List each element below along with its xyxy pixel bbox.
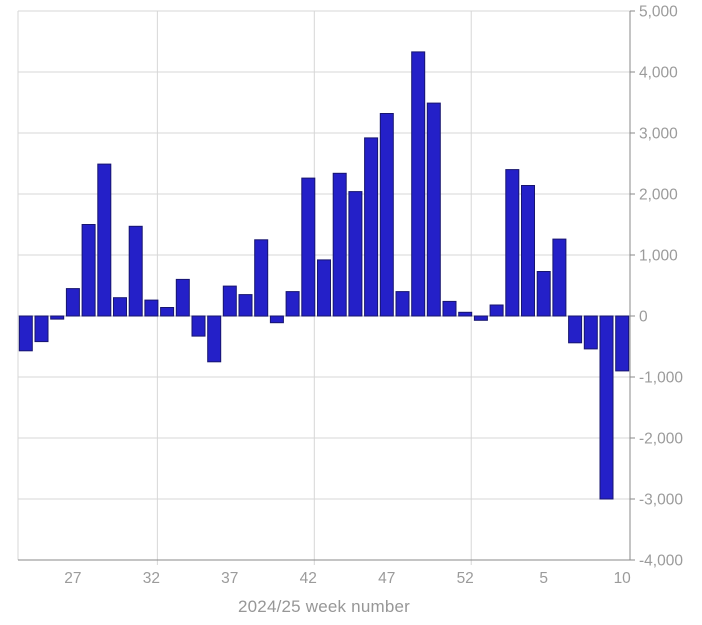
x-tick-label-47: 47 (378, 570, 395, 587)
bar-week-49 (411, 51, 426, 317)
y-tick-label--3000: -3,000 (639, 492, 683, 509)
bar-week-28 (81, 224, 96, 317)
y-tick-label-5000: 5,000 (639, 4, 678, 21)
bar-week-40 (269, 315, 284, 324)
x-tick-label-32: 32 (143, 570, 160, 587)
bar-week-33 (160, 307, 175, 317)
x-tick-label-27: 27 (64, 570, 81, 587)
bar-week-26 (50, 315, 65, 320)
x-tick-label-52: 52 (457, 570, 474, 587)
bar-week-29 (97, 163, 112, 317)
bar-week-27 (65, 288, 80, 317)
bar-week-42 (301, 177, 316, 317)
bar-week-2 (489, 304, 504, 317)
bar-week-9 (599, 315, 614, 500)
bar-week-6 (552, 238, 567, 317)
bar-week-8 (583, 315, 598, 350)
y-tick-label-2000: 2,000 (639, 187, 678, 204)
bar-week-3 (505, 169, 520, 317)
bar-week-38 (238, 294, 253, 317)
bar-week-46 (364, 137, 379, 317)
bar-week-45 (348, 191, 363, 317)
x-tick-label-42: 42 (300, 570, 317, 587)
bar-week-50 (426, 102, 441, 317)
bar-week-41 (285, 291, 300, 317)
bar-week-52 (458, 311, 473, 317)
bar-week-44 (332, 172, 347, 317)
bar-week-47 (379, 113, 394, 317)
x-tick-label-5: 5 (539, 570, 548, 587)
bar-week-7 (568, 315, 583, 344)
y-tick-label--4000: -4,000 (639, 553, 683, 570)
bar-week-37 (222, 285, 237, 317)
bar-week-4 (521, 185, 535, 317)
y-tick-label-0: 0 (639, 309, 648, 326)
bar-week-1 (473, 315, 488, 321)
x-tick-label-10: 10 (614, 570, 632, 587)
y-tick-label--1000: -1,000 (639, 370, 683, 387)
bar-week-30 (113, 297, 127, 317)
x-axis-title: 2024/25 week number (237, 597, 411, 616)
bar-week-5 (536, 271, 551, 317)
bar-week-35 (191, 315, 206, 337)
bar-week-51 (442, 300, 457, 317)
bar-week-48 (395, 291, 410, 317)
bar-week-32 (144, 299, 159, 317)
y-tick-label--2000: -2,000 (639, 431, 683, 448)
bar-week-25 (34, 315, 49, 343)
y-tick-label-3000: 3,000 (639, 126, 678, 143)
y-tick-label-1000: 1,000 (639, 248, 678, 265)
bar-week-43 (317, 259, 331, 317)
bar-week-31 (128, 225, 143, 317)
x-tick-label-37: 37 (221, 570, 238, 587)
bar-week-36 (207, 315, 222, 363)
bar-week-34 (175, 278, 190, 317)
bar-week-39 (254, 239, 269, 317)
bar-week-10 (615, 315, 630, 372)
bar-week-24 (18, 315, 33, 352)
y-tick-label-4000: 4,000 (639, 65, 678, 82)
